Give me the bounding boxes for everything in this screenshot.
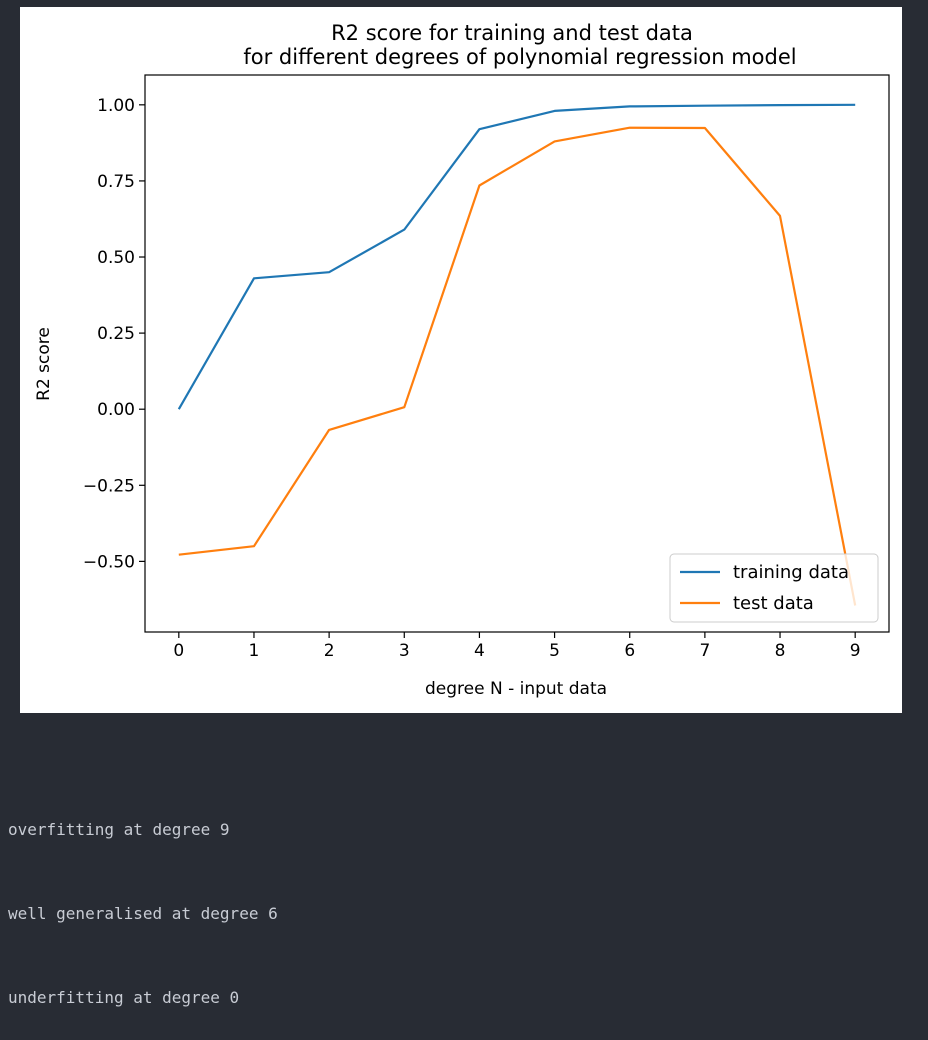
- x-tick-label: 7: [699, 641, 710, 661]
- x-tick-label: 4: [474, 641, 485, 661]
- series-line-training-data: [177, 103, 856, 410]
- plot-frame: [144, 74, 890, 633]
- y-tick-label: −0.50: [83, 552, 135, 572]
- output-line-generalised: well generalised at degree 6: [8, 904, 278, 923]
- y-tick-label: 1.00: [97, 96, 135, 116]
- x-tick-label: 8: [775, 641, 786, 661]
- output-line-underfitting: underfitting at degree 0: [8, 988, 240, 1007]
- y-tick-label: 0.00: [97, 400, 135, 420]
- x-tick-label: 1: [249, 641, 260, 661]
- legend-label: test data: [733, 593, 814, 614]
- x-tick-label: 9: [850, 641, 861, 661]
- x-tick-label: 0: [173, 641, 184, 661]
- chart-figure: R2 score for training and test data for …: [20, 7, 902, 713]
- y-tick-label: 0.50: [97, 248, 135, 268]
- x-tick-label: 6: [624, 641, 635, 661]
- x-tick-label: 2: [324, 641, 335, 661]
- y-tick-label: 0.75: [97, 172, 135, 192]
- console-output: overfitting at degree 9 well generalised…: [8, 760, 278, 1040]
- line-chart: R2 score for training and test data for …: [34, 21, 890, 699]
- x-axis-label: degree N - input data: [425, 679, 607, 699]
- legend-box: [669, 553, 879, 623]
- x-tick-label: 5: [549, 641, 560, 661]
- y-tick-label: −0.25: [83, 476, 135, 496]
- chart-title-line-2: for different degrees of polynomial regr…: [243, 45, 796, 69]
- legend-label: training data: [733, 562, 849, 583]
- output-line-overfitting: overfitting at degree 9: [8, 820, 230, 839]
- y-axis-label: R2 score: [34, 327, 54, 401]
- y-tick-label: 0.25: [97, 324, 135, 344]
- x-tick-label: 3: [399, 641, 410, 661]
- chart-title-line-1: R2 score for training and test data: [331, 21, 693, 45]
- series-line-test-data: [178, 126, 857, 606]
